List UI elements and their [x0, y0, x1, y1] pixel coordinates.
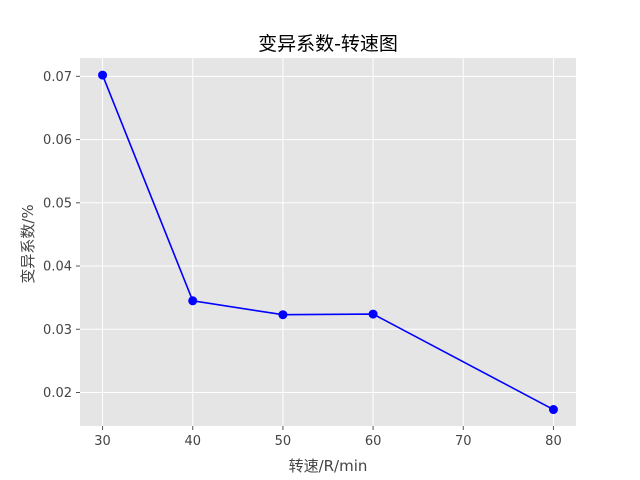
- y-tick-label: 0.03: [43, 323, 72, 338]
- y-tick-label: 0.05: [43, 196, 72, 211]
- plot-background: [80, 58, 576, 426]
- chart-title: 变异系数-转速图: [258, 33, 398, 55]
- x-tick-label: 70: [455, 434, 472, 449]
- x-tick-label: 50: [275, 434, 292, 449]
- plot-area: 30 40 50 60 70 80 0.02 0.03 0.04 0.05 0.06 0.07: [43, 58, 576, 449]
- x-tick-label: 40: [184, 434, 201, 449]
- x-tick-label: 60: [365, 434, 382, 449]
- y-tick-label: 0.07: [43, 70, 72, 85]
- data-point: [188, 296, 198, 306]
- data-point: [278, 310, 288, 320]
- x-tick-label: 80: [545, 434, 562, 449]
- y-tick-label: 0.02: [43, 386, 72, 401]
- data-point: [98, 70, 108, 80]
- data-point: [368, 309, 378, 319]
- x-axis-label: 转速/R/min: [289, 457, 368, 475]
- y-tick-label: 0.04: [43, 260, 72, 275]
- y-axis-label: 变异系数/%: [19, 204, 37, 283]
- x-tick-label: 30: [94, 434, 111, 449]
- data-point: [548, 405, 558, 415]
- y-tick-label: 0.06: [43, 133, 72, 148]
